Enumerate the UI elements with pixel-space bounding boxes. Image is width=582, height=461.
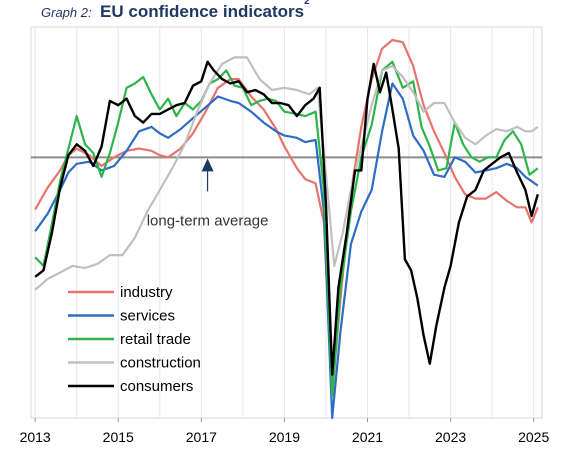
x-tick-label-2015: 2015 [103,429,134,445]
title-footnote-marker: 2 [304,0,310,7]
x-tick-label-2023: 2023 [435,429,466,445]
x-tick-label-2021: 2021 [352,429,383,445]
legend-label-consumers: consumers [120,378,193,395]
legend-label-industry: industry [120,284,173,301]
x-tick-label-2025: 2025 [518,429,549,445]
chart-title-text: EU confidence indicators [100,2,305,21]
legend-label-services: services [120,308,175,325]
legend: industry services retail trade construction… [68,284,201,395]
series-lines [34,38,539,420]
series-line-construction [34,56,539,291]
legend-label-construction: construction [120,355,201,372]
plot-area [30,26,543,419]
graph-number-label: Graph 2: [41,5,92,20]
series-line-consumers [34,60,539,376]
series-line-retail-trade [34,60,539,398]
legend-label-retail-trade: retail trade [120,331,191,348]
x-tick-label-2017: 2017 [186,429,217,445]
chart-title: Graph 2: EU confidence indicators2 [41,0,310,22]
series-line-industry [34,38,539,396]
annotation-label: long-term average [147,212,269,229]
long-term-average-annotation: long-term average [147,158,269,229]
series-line-services [34,82,539,420]
x-axis: 2013 2015 2017 2019 2021 2023 2025 [20,418,549,445]
x-tick-label-2019: 2019 [269,429,300,445]
arrow-up-icon [201,158,214,172]
x-tick-label-2013: 2013 [20,429,51,445]
